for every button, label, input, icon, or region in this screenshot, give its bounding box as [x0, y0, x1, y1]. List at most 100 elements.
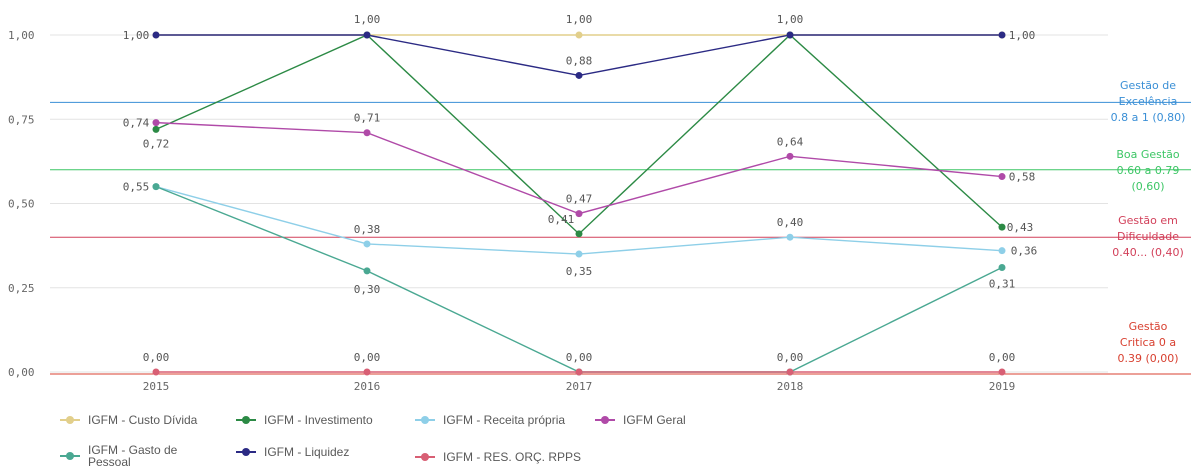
data-point[interactable]: [998, 173, 1006, 181]
reference-label: Critica 0 a: [1120, 336, 1176, 349]
legend-label: IGFM - Custo Dívida: [88, 413, 198, 427]
x-axis: 2015 2016 2017 2018 2019: [143, 380, 1016, 393]
reference-label: Gestão: [1129, 320, 1168, 333]
legend-swatch: [236, 414, 256, 426]
y-tick-label: 0,50: [8, 198, 35, 211]
data-label: 0,00: [777, 351, 804, 364]
data-point[interactable]: [152, 183, 160, 191]
data-label: 0,58: [1009, 171, 1036, 184]
data-label: 0,30: [354, 283, 381, 296]
data-point[interactable]: [786, 368, 794, 376]
data-label: 0,47: [566, 193, 593, 206]
data-label: 1,00: [1009, 29, 1036, 42]
reference-label: 0.39 (0,00): [1117, 352, 1178, 365]
legend-swatch: [415, 451, 435, 463]
data-label: 1,00: [777, 13, 804, 26]
line-chart: Gestão de Excelência 0.8 a 1 (0,80) Boa Ges…: [8, 13, 1191, 393]
y-tick-label: 1,00: [8, 29, 35, 42]
data-point[interactable]: [575, 31, 583, 39]
legend-label: IGFM - RES. ORÇ. RPPS: [443, 450, 582, 464]
y-tick-label: 0,75: [8, 113, 35, 126]
data-point[interactable]: [152, 31, 160, 39]
plot-area: [152, 31, 1006, 376]
legend: IGFM - Custo Dívida IGFM - Investimento …: [0, 406, 1191, 468]
legend-item-investimento[interactable]: IGFM - Investimento: [236, 414, 373, 426]
data-point[interactable]: [575, 230, 583, 238]
legend-label: IGFM - Liquidez: [264, 445, 350, 459]
data-label: 0,00: [354, 351, 381, 364]
legend-swatch: [236, 446, 256, 458]
reference-label: Gestão em: [1118, 214, 1178, 227]
data-point[interactable]: [363, 129, 371, 137]
data-point[interactable]: [998, 368, 1006, 376]
reference-label: (0,60): [1131, 180, 1164, 193]
data-point[interactable]: [363, 240, 371, 248]
reference-label: Boa Gestão: [1116, 148, 1180, 161]
data-label: 0,40: [777, 216, 804, 229]
x-tick-label: 2015: [143, 380, 170, 393]
reference-label: 0.60 a 0.79: [1117, 164, 1180, 177]
data-point[interactable]: [152, 125, 160, 133]
data-label: 0,31: [989, 278, 1016, 291]
data-labels: 1,00 1,00 1,00 0,72 0,41 0,43 0,38 0,35 0,40 0,36…: [123, 13, 1038, 364]
data-label: 0,72: [143, 137, 170, 150]
data-point[interactable]: [575, 71, 583, 79]
data-label: 0,71: [354, 112, 381, 125]
data-point[interactable]: [786, 233, 794, 241]
x-tick-label: 2016: [354, 380, 381, 393]
data-point[interactable]: [152, 119, 160, 127]
legend-item-res-orc-rpps[interactable]: IGFM - RES. ORÇ. RPPS: [415, 451, 581, 463]
data-label: 0,00: [989, 351, 1016, 364]
legend-label: IGFM Geral: [623, 413, 686, 427]
data-label: 1,00: [566, 13, 593, 26]
data-point[interactable]: [998, 264, 1006, 272]
y-tick-label: 0,25: [8, 282, 35, 295]
reference-label: 0.8 a 1 (0,80): [1111, 111, 1186, 124]
legend-swatch: [415, 414, 435, 426]
reference-label: Excelência: [1119, 95, 1178, 108]
data-point[interactable]: [363, 267, 371, 275]
data-label: 0,41: [548, 213, 575, 226]
legend-item-gasto-pessoal[interactable]: IGFM - Gasto de Pessoal: [60, 444, 198, 468]
reference-label: 0.40... (0,40): [1112, 246, 1184, 259]
data-point[interactable]: [786, 31, 794, 39]
data-point[interactable]: [152, 368, 160, 376]
legend-item-liquidez[interactable]: IGFM - Liquidez: [236, 446, 349, 458]
legend-swatch: [60, 450, 80, 462]
data-label: 1,00: [123, 29, 150, 42]
data-point[interactable]: [998, 247, 1006, 255]
y-tick-label: 0,00: [8, 366, 35, 379]
data-point[interactable]: [575, 210, 583, 218]
legend-swatch: [60, 414, 80, 426]
x-tick-label: 2018: [777, 380, 804, 393]
y-axis: 0,00 0,25 0,50 0,75 1,00: [8, 29, 35, 379]
legend-item-receita-propria[interactable]: IGFM - Receita própria: [415, 414, 565, 426]
data-point[interactable]: [998, 31, 1006, 39]
data-label: 0,74: [123, 117, 150, 130]
data-label: 0,00: [143, 351, 170, 364]
data-point[interactable]: [363, 31, 371, 39]
data-label: 1,00: [354, 13, 381, 26]
data-label: 0,43: [1007, 221, 1034, 234]
reference-lines: Gestão de Excelência 0.8 a 1 (0,80) Boa Ges…: [50, 79, 1191, 375]
x-tick-label: 2017: [566, 380, 593, 393]
reference-label: Gestão de: [1120, 79, 1176, 92]
legend-label: IGFM - Gasto de Pessoal: [88, 443, 178, 469]
data-point[interactable]: [363, 368, 371, 376]
data-label: 0,64: [777, 135, 804, 148]
data-point[interactable]: [575, 250, 583, 258]
legend-item-custo-divida[interactable]: IGFM - Custo Dívida: [60, 414, 197, 426]
data-point[interactable]: [575, 368, 583, 376]
data-label: 0,38: [354, 223, 381, 236]
data-label: 0,35: [566, 265, 593, 278]
data-label: 0,00: [566, 351, 593, 364]
legend-label: IGFM - Investimento: [264, 413, 373, 427]
legend-swatch: [595, 414, 615, 426]
data-point[interactable]: [786, 152, 794, 160]
data-label: 0,36: [1011, 245, 1038, 258]
legend-item-igfm-geral[interactable]: IGFM Geral: [595, 414, 686, 426]
data-point[interactable]: [998, 223, 1006, 231]
reference-label: Dificuldade: [1117, 230, 1179, 243]
data-label: 0,55: [123, 181, 150, 194]
data-label: 0,88: [566, 54, 593, 67]
